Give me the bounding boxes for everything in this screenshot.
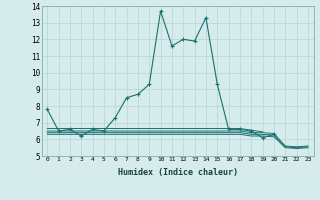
X-axis label: Humidex (Indice chaleur): Humidex (Indice chaleur) [118,168,237,177]
